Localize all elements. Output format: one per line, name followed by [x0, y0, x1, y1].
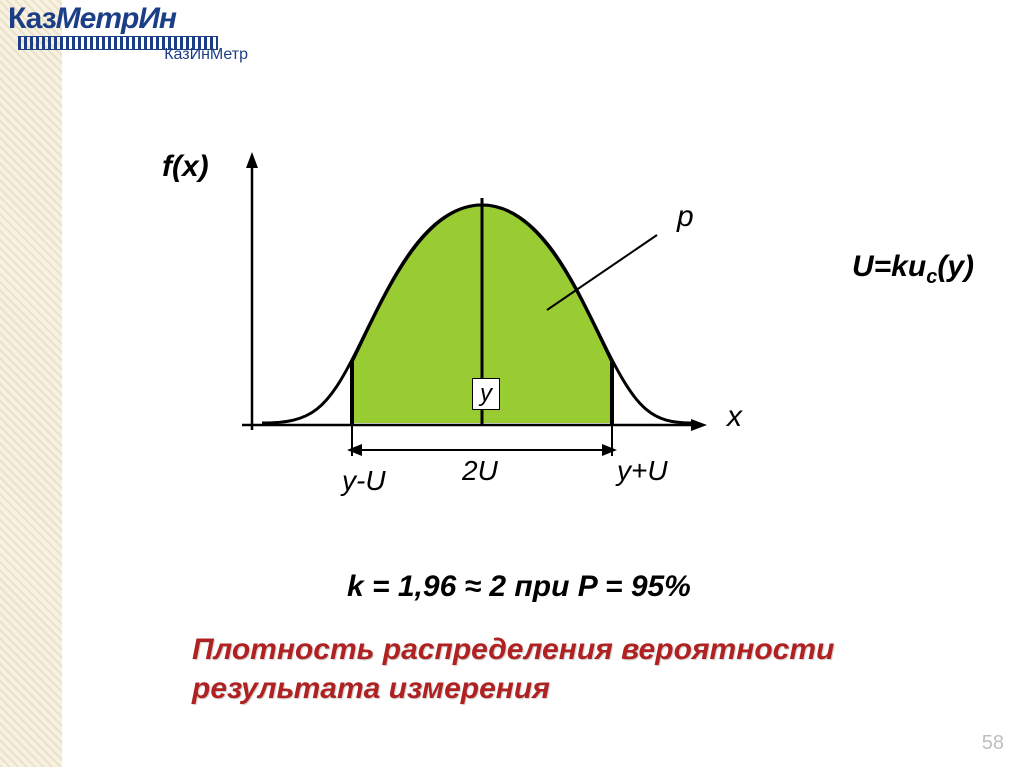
diagram-svg	[152, 150, 712, 470]
y-center-label: y	[472, 378, 500, 410]
title-line1: Плотность распределения вероятности	[192, 633, 834, 666]
slide-content: f(x) p x y y-U 2U y+U U=kuc(y) k = 1,96 …	[62, 0, 1024, 767]
u-formula-tail: (y)	[937, 250, 974, 283]
u-formula-sub: c	[926, 266, 937, 288]
side-texture	[0, 0, 62, 767]
p-label: p	[677, 200, 694, 234]
title-line2: результата измерения	[192, 672, 550, 705]
x-axis-label: x	[727, 400, 742, 434]
y-plus-u-label: y+U	[617, 455, 668, 487]
u-formula: U=kuc(y)	[852, 250, 974, 289]
u-formula-main: U=ku	[852, 250, 926, 283]
distribution-diagram	[152, 150, 712, 470]
k-line-text: k = 1,96 ≈ 2 при P = 95%	[347, 570, 691, 604]
y-minus-u-label: y-U	[342, 465, 386, 497]
page-number: 58	[982, 732, 1004, 755]
two-u-label: 2U	[462, 455, 498, 487]
fx-label: f(x)	[162, 150, 209, 184]
slide-title: Плотность распределения вероятности резу…	[192, 630, 834, 708]
